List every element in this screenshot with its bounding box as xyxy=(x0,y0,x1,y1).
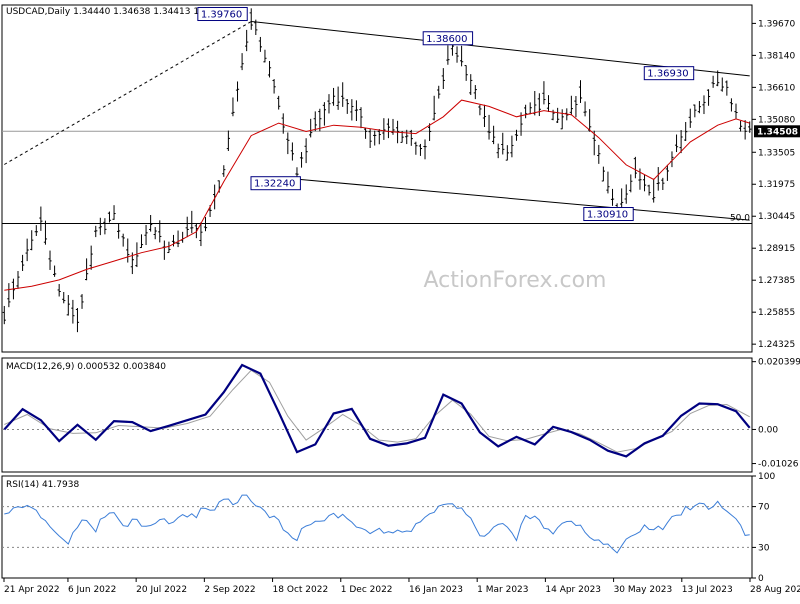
y-tick-label: 1.33505 xyxy=(758,148,795,158)
macd-panel: MACD(12,26,9) 0.000532 0.003840 0.020399 0… xyxy=(1,357,800,473)
dashed-trend-line xyxy=(4,21,252,165)
y-tick-label: 1.24325 xyxy=(758,340,795,350)
y-tick-label: 1.38140 xyxy=(758,51,795,61)
y-tick-label: -0.01026 xyxy=(758,460,799,470)
y-tick-label: 100 xyxy=(758,472,775,482)
macd-header: MACD(12,26,9) 0.000532 0.003840 xyxy=(6,362,166,372)
x-tick-label: 21 Apr 2022 xyxy=(4,585,60,595)
x-tick-label: 20 Jul 2022 xyxy=(136,585,187,595)
rsi-header: RSI(14) 41.7938 xyxy=(6,480,79,490)
price-panel: USDCAD,Daily 1.34440 1.34638 1.34413 1.3… xyxy=(1,4,800,353)
rsi-line xyxy=(4,494,750,554)
x-tick-label: 16 Jan 2023 xyxy=(409,585,463,595)
watermark: ActionForex.com xyxy=(424,268,607,293)
x-tick-label: 1 Dec 2022 xyxy=(341,585,393,595)
current-price-tag xyxy=(754,125,800,138)
y-tick-label: 0 xyxy=(758,574,764,584)
x-tick-label: 14 Apr 2023 xyxy=(545,585,601,595)
y-tick-label: 30 xyxy=(758,543,770,553)
current-price-label: 1.34508 xyxy=(757,127,798,137)
y-tick-label: 0.020399 xyxy=(758,358,800,368)
fib-level-label: 50.0 xyxy=(730,213,750,223)
price-annotation-box xyxy=(250,176,301,191)
macd-signal-line xyxy=(4,369,750,453)
y-tick-label: 1.36610 xyxy=(758,83,795,93)
y-tick-label: 1.35080 xyxy=(758,115,795,125)
y-tick-label: 1.28915 xyxy=(758,244,795,254)
price-annotation-box xyxy=(643,66,695,81)
price-annotation-box xyxy=(422,31,474,46)
x-tick-label: 13 Jul 2023 xyxy=(682,585,733,595)
y-tick-label: 1.25855 xyxy=(758,308,795,318)
x-tick-label: 18 Oct 2022 xyxy=(273,585,329,595)
x-axis: 21 Apr 2022 6 Jun 2022 20 Jul 2022 2 Sep 20… xyxy=(3,578,800,595)
price-annotation-label: 1.32240 xyxy=(254,179,295,190)
y-tick-label: 70 xyxy=(758,503,770,513)
price-annotation-label: 1.39760 xyxy=(201,10,242,21)
x-tick-label: 28 Aug 2023 xyxy=(750,585,800,595)
y-tick-label: 1.30445 xyxy=(758,212,795,222)
price-frame xyxy=(1,4,753,353)
macd-line xyxy=(3,363,751,458)
x-tick-label: 6 Jun 2022 xyxy=(68,585,116,595)
price-annotation-box xyxy=(197,7,248,22)
y-tick-label: 1.27385 xyxy=(758,276,795,286)
price-annotation-label: 1.38600 xyxy=(426,34,467,45)
price-annotation-label: 1.36930 xyxy=(647,69,688,80)
lower-channel-line xyxy=(292,178,750,221)
x-tick-label: 30 May 2023 xyxy=(614,585,673,595)
rsi-panel: RSI(14) 41.7938 100 70 30 0 xyxy=(1,472,775,584)
price-annotation-box xyxy=(583,207,634,222)
price-header: USDCAD,Daily 1.34440 1.34638 1.34413 1.3… xyxy=(6,7,231,17)
price-annotation-label: 1.30910 xyxy=(587,210,628,221)
x-tick-label: 1 Mar 2023 xyxy=(477,585,528,595)
y-tick-label: 0.00 xyxy=(758,425,778,435)
rsi-frame xyxy=(1,475,753,579)
x-tick-label: 2 Sep 2022 xyxy=(204,585,255,595)
y-tick-label: 1.31975 xyxy=(758,180,795,190)
y-tick-label: 1.39670 xyxy=(758,19,795,29)
moving-average-line xyxy=(4,99,750,291)
macd-frame xyxy=(1,357,753,473)
